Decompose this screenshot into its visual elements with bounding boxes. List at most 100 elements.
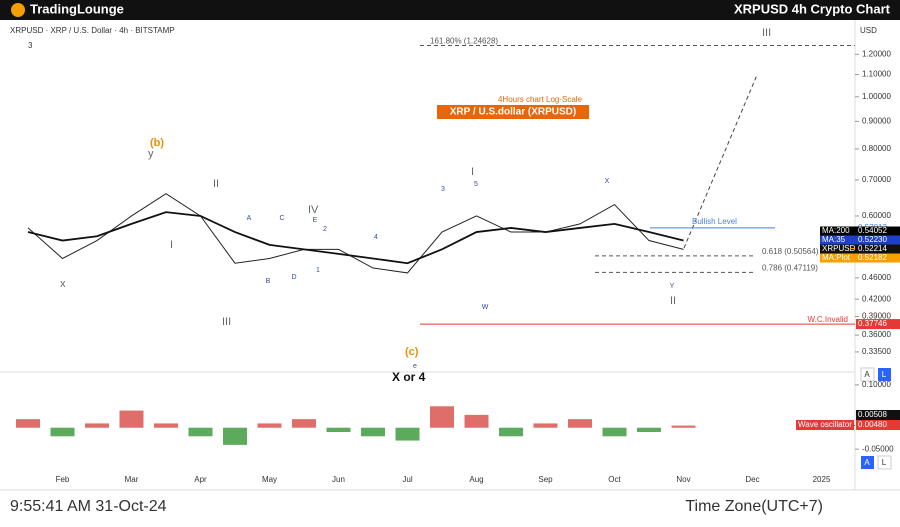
osc-bar	[257, 423, 282, 428]
wave-label: 5	[474, 181, 478, 188]
level-tag-label: 0.37746	[858, 319, 887, 328]
tag-box	[820, 244, 900, 254]
y-tick-label: 0.46000	[862, 273, 891, 282]
osc-bar	[430, 406, 454, 428]
button-label[interactable]: L	[882, 370, 887, 379]
tag-box	[820, 253, 900, 263]
x-tick-label: Nov	[676, 475, 690, 484]
header-bar	[0, 0, 900, 20]
x-tick-label: Aug	[469, 475, 483, 484]
y-tick-label: 0.33500	[862, 347, 891, 356]
wave-label: 3	[441, 186, 445, 193]
x-tick-label: Jun	[332, 475, 345, 484]
tag-box	[820, 235, 900, 245]
y-tick-label: 0.70000	[862, 175, 891, 184]
level-label: 161.80% (1.24628)	[430, 37, 498, 46]
level-label: 0.618 (0.50564)	[762, 247, 819, 256]
osc-bar	[326, 427, 351, 432]
footer-timezone: Time Zone(UTC+7)	[685, 498, 823, 515]
y-tick-label: 0.36000	[862, 330, 891, 339]
osc-bar	[16, 419, 40, 428]
tag-label: 0.52182	[858, 253, 887, 262]
wave-label: II	[670, 295, 676, 307]
logo-icon	[11, 3, 25, 17]
symbol: XRPUSD · XRP / U.S. Dollar · 4h · BITSTA…	[10, 26, 175, 35]
wave-label: W	[482, 304, 489, 311]
level-label: Bullish Level	[692, 217, 737, 226]
y-tick-label: 1.10000	[862, 70, 891, 79]
x-tick-label: Sep	[538, 475, 553, 484]
wave-label: I	[170, 239, 173, 251]
wave-label: e	[413, 363, 417, 370]
tag-box	[820, 226, 900, 236]
osc-bar	[602, 427, 627, 437]
button-label[interactable]: A	[864, 370, 870, 379]
button[interactable]	[860, 367, 875, 382]
x-tick-label: May	[262, 475, 277, 484]
wave-label: y	[148, 148, 154, 160]
wave-label: X	[605, 178, 610, 185]
tag-name: MA:Plot	[822, 253, 851, 262]
wave-label: II	[213, 178, 219, 190]
wave-label: A	[247, 215, 252, 222]
tag-name: MA:200	[822, 226, 850, 235]
subtitle: 4Hours chart Log-Scale	[498, 95, 583, 104]
tag-box	[856, 420, 900, 430]
wave-label: D	[291, 274, 296, 281]
x-tick-label: Jul	[402, 475, 412, 484]
button[interactable]	[861, 456, 874, 469]
y-tick-label: 0.60000	[862, 211, 891, 220]
osc-bar	[464, 414, 489, 428]
wave-label: E	[313, 217, 318, 224]
tag-name: MA:35	[822, 235, 846, 244]
tag-label: 0.52230	[858, 235, 887, 244]
tag-label: 0.54052	[858, 226, 887, 235]
y2-tick-label: 0.10000	[862, 380, 891, 389]
wave-label: (c)	[405, 346, 419, 358]
price-line	[27, 193, 684, 274]
osc-bar	[671, 425, 696, 428]
button[interactable]	[878, 368, 891, 381]
osc-bar	[85, 423, 109, 428]
level-label: 0.786 (0.47119)	[762, 263, 818, 272]
y-tick-label: 1.20000	[862, 49, 891, 58]
osc-bar	[292, 419, 316, 428]
button-label[interactable]: A	[864, 458, 870, 467]
tag-label: 0.00480	[858, 420, 887, 429]
wave-label: (b)	[150, 137, 164, 149]
level-tag	[856, 319, 900, 330]
wave-label: X or 4	[392, 370, 426, 384]
x-tick-label: Mar	[125, 475, 139, 484]
button-label[interactable]: L	[882, 458, 887, 467]
wave-label: 4	[374, 234, 378, 241]
x-tick-label: 2025	[813, 475, 831, 484]
x-tick-label: Dec	[745, 475, 759, 484]
y-tick-label: 0.80000	[862, 144, 891, 153]
wave-label: B	[266, 278, 271, 285]
price-line	[27, 211, 684, 265]
osc-bar	[395, 427, 420, 441]
osc-bar	[637, 427, 661, 432]
button[interactable]	[877, 455, 892, 470]
osc-bar	[568, 419, 592, 428]
wave-label: IV	[308, 204, 319, 216]
osc-bar	[223, 427, 247, 445]
tag-label: 0.52214	[858, 244, 887, 253]
wave-label: 1	[316, 267, 320, 274]
x-tick-label: Feb	[56, 475, 70, 484]
osc-bar	[188, 427, 213, 437]
osc-bar	[50, 427, 75, 437]
logo: TradingLounge	[30, 1, 124, 16]
osc-bar	[533, 423, 558, 428]
osc-bar	[361, 427, 385, 437]
chart-label: XRP / U.S.dollar (XRPUSD)	[450, 107, 577, 118]
indicator-count: 3	[28, 41, 33, 50]
tag-box	[796, 420, 854, 430]
wave-label: I	[471, 166, 474, 178]
currency: USD	[860, 26, 877, 35]
x-tick-label: Apr	[194, 475, 207, 484]
x-tick-label: Oct	[608, 475, 621, 484]
y2-tick-label: -0.05000	[862, 444, 894, 453]
footer-time: 9:55:41 AM 31-Oct-24	[10, 498, 167, 515]
